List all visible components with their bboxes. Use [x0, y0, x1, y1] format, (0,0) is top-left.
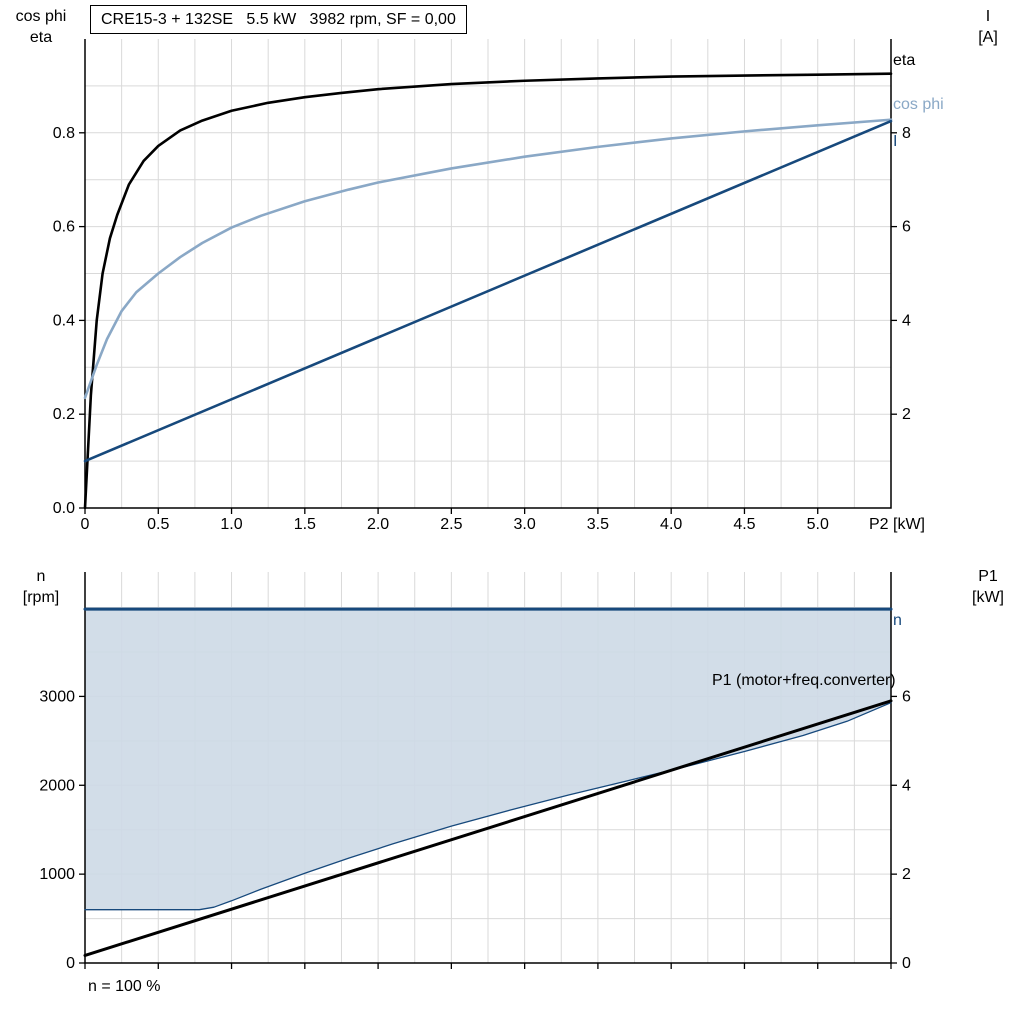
chart-title: CRE15-3 + 132SE 5.5 kW 3982 rpm, SF = 0,…	[90, 5, 467, 34]
footnote-speed-percent: n = 100 %	[88, 978, 161, 995]
y-left-tick-label: 2000	[39, 777, 75, 794]
bottom-right-axis-title: P1 [kW]	[956, 566, 1020, 608]
y-right-tick-label: 0	[902, 955, 911, 972]
bottom-left-axis-title: n [rpm]	[4, 566, 78, 608]
curve-label-eta: eta	[893, 52, 916, 69]
y-right-tick-label: 2	[902, 406, 911, 423]
left-axis-label-line1: cos phi	[15, 8, 67, 25]
y-right-tick-label: 2	[902, 866, 911, 883]
top-left-axis-title: cos phi eta	[4, 6, 78, 48]
x-tick-label: 4.0	[660, 516, 682, 533]
eta-curve	[83, 72, 893, 510]
p1-curve	[83, 699, 893, 957]
right-axis-label-line1: P1	[978, 568, 998, 585]
cos-phi-curve	[83, 118, 893, 400]
x-axis-unit-label: P2 [kW]	[869, 516, 925, 533]
right-axis-label-line2: [A]	[978, 29, 998, 46]
y-left-tick-label: 0.8	[53, 125, 75, 142]
i-curve	[83, 119, 893, 463]
x-tick-label: 2.0	[367, 516, 389, 533]
curve-label-p1: P1 (motor+freq.converter)	[712, 672, 896, 689]
x-tick-label: 0	[81, 516, 90, 533]
gridlines	[85, 39, 891, 508]
y-left-tick-label: 0.4	[53, 312, 75, 329]
tick-labels: 0 1000 2000 3000 0 2 4 6	[39, 688, 911, 972]
y-left-tick-label: 0.0	[53, 500, 75, 517]
x-tick-label: 3.0	[514, 516, 536, 533]
tick-marks	[79, 132, 897, 514]
left-axis-label-line2: [rpm]	[22, 589, 60, 606]
y-right-tick-label: 8	[902, 125, 911, 142]
curve-label-current: I	[893, 133, 898, 150]
top-right-axis-title: I [A]	[956, 6, 1020, 48]
curve-label-cos-phi: cos phi	[893, 96, 944, 113]
x-tick-label: 2.5	[440, 516, 462, 533]
x-tick-label: 5.0	[807, 516, 829, 533]
axis-frame	[84, 572, 892, 964]
x-tick-label: 1.5	[294, 516, 316, 533]
x-tick-label: 0.5	[147, 516, 169, 533]
left-axis-label-line2: eta	[29, 29, 53, 46]
right-axis-label-line1: I	[985, 8, 991, 25]
x-tick-label: 1.0	[220, 516, 242, 533]
y-right-tick-label: 4	[902, 312, 911, 329]
y-left-tick-label: 0.2	[53, 406, 75, 423]
y-left-tick-label: 1000	[39, 866, 75, 883]
y-right-tick-label: 6	[902, 688, 911, 705]
speed-boundary-curve	[84, 701, 892, 911]
chart-title-box: CRE15-3 + 132SE 5.5 kW 3982 rpm, SF = 0,…	[90, 5, 467, 34]
axis-frame	[84, 39, 892, 509]
y-right-tick-label: 4	[902, 777, 911, 794]
curve-label-n: n	[893, 612, 902, 629]
y-left-tick-label: 0	[66, 955, 75, 972]
y-left-tick-label: 3000	[39, 688, 75, 705]
operating-envelope-area	[85, 609, 891, 910]
y-left-tick-label: 0.6	[53, 219, 75, 236]
x-tick-label: 3.5	[587, 516, 609, 533]
x-tick-label: 4.5	[733, 516, 755, 533]
right-axis-label-line2: [kW]	[972, 589, 1004, 606]
y-right-tick-label: 6	[902, 219, 911, 236]
left-axis-label-line1: n	[36, 568, 46, 585]
tick-labels: 0 0.5 1.0 1.5 2.0 2.5 3.0 3.5 4.0 4.5 5.0 P2 [kW] 0.…	[53, 125, 925, 533]
tick-marks	[79, 695, 897, 969]
